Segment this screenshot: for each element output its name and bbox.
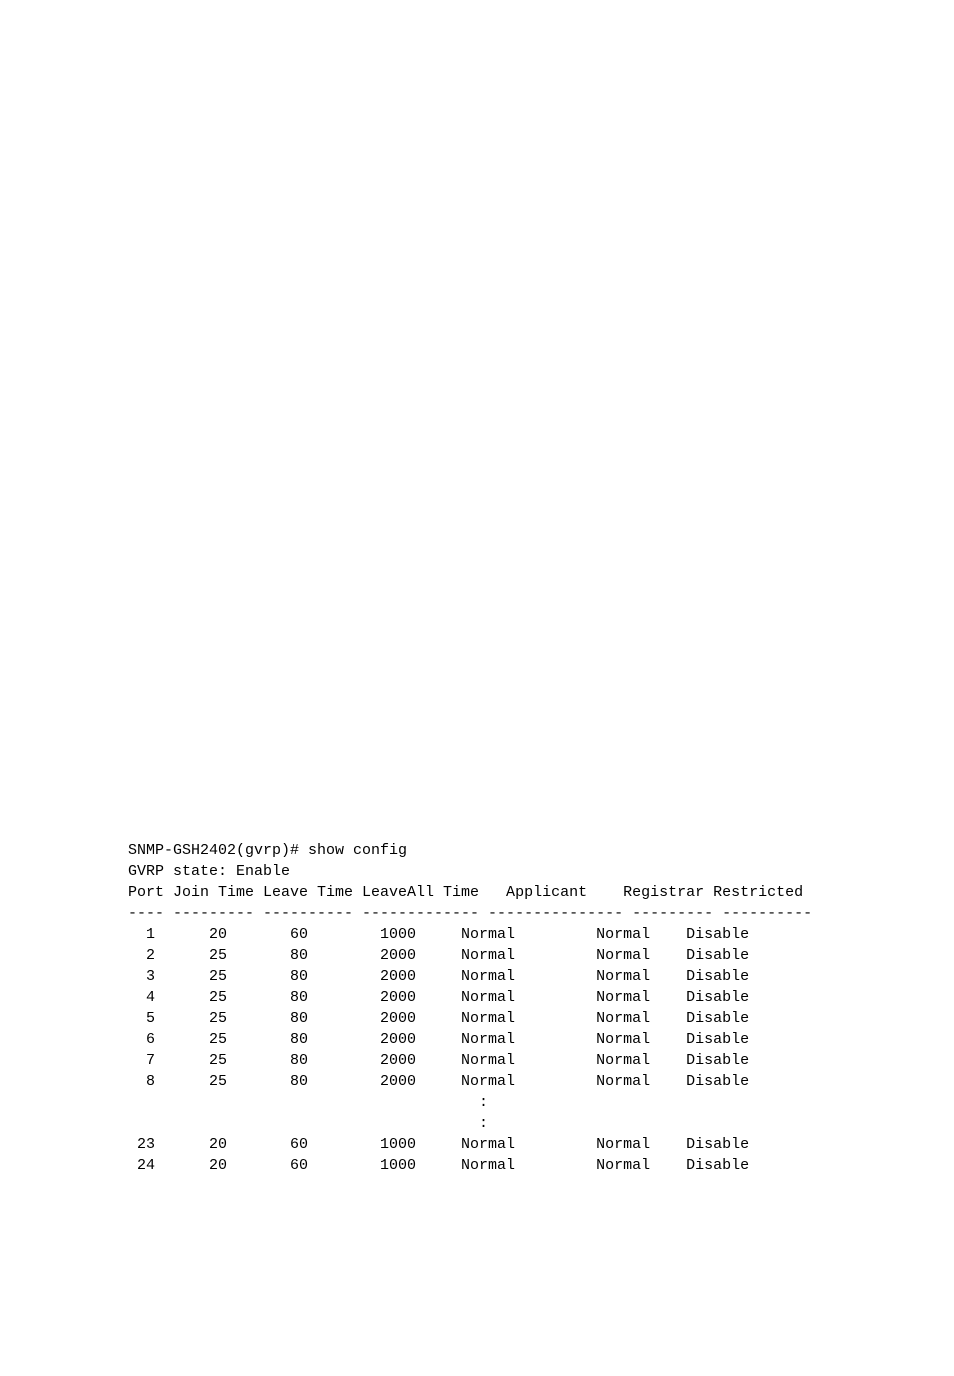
table-row: 1 20 60 1000 Normal Normal Disable xyxy=(128,924,954,945)
table-row: 6 25 80 2000 Normal Normal Disable xyxy=(128,1029,954,1050)
table-row: 4 25 80 2000 Normal Normal Disable xyxy=(128,987,954,1008)
table-header: Port Join Time Leave Time LeaveAll Time … xyxy=(128,882,954,903)
table-row: 24 20 60 1000 Normal Normal Disable xyxy=(128,1155,954,1176)
table-row: 23 20 60 1000 Normal Normal Disable xyxy=(128,1134,954,1155)
table-row: 7 25 80 2000 Normal Normal Disable xyxy=(128,1050,954,1071)
table-row: 8 25 80 2000 Normal Normal Disable xyxy=(128,1071,954,1092)
table-row: 2 25 80 2000 Normal Normal Disable xyxy=(128,945,954,966)
gvrp-state-line: GVRP state: Enable xyxy=(128,861,954,882)
table-ellipsis: : xyxy=(128,1092,954,1113)
table-separator: ---- --------- ---------- ------------- … xyxy=(128,903,954,924)
table-row: 5 25 80 2000 Normal Normal Disable xyxy=(128,1008,954,1029)
table-row: 3 25 80 2000 Normal Normal Disable xyxy=(128,966,954,987)
cli-prompt-line: SNMP-GSH2402(gvrp)# show config xyxy=(128,840,954,861)
table-ellipsis: : xyxy=(128,1113,954,1134)
